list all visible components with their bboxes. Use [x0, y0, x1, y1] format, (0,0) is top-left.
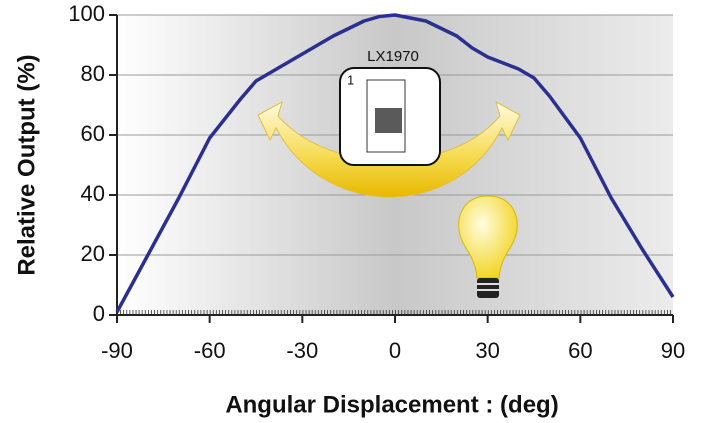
y-tick-label: 80: [81, 61, 105, 86]
chip-label: LX1970: [367, 48, 419, 65]
pin-label: 1: [347, 72, 354, 87]
y-axis-title: Relative Output (%): [13, 54, 40, 275]
x-tick-label: 90: [661, 338, 685, 363]
x-tick-label: -90: [101, 338, 133, 363]
chip-sensor: [375, 108, 402, 133]
x-tick-label: -60: [194, 338, 226, 363]
x-tick-label: 0: [389, 338, 401, 363]
y-tick-label: 40: [81, 181, 105, 206]
chart: LX1970 1 Angular Displacement : (deg) Re…: [0, 0, 701, 423]
y-tick-label: 100: [68, 1, 105, 26]
x-tick-label: 60: [568, 338, 592, 363]
x-tick-label: 30: [475, 338, 499, 363]
y-tick-label: 20: [81, 241, 105, 266]
x-axis-title: Angular Displacement : (deg): [225, 391, 558, 418]
bulb-base: [477, 278, 499, 298]
y-tick-label: 0: [93, 301, 105, 326]
y-tick-label: 60: [81, 121, 105, 146]
x-tick-label: -30: [286, 338, 318, 363]
